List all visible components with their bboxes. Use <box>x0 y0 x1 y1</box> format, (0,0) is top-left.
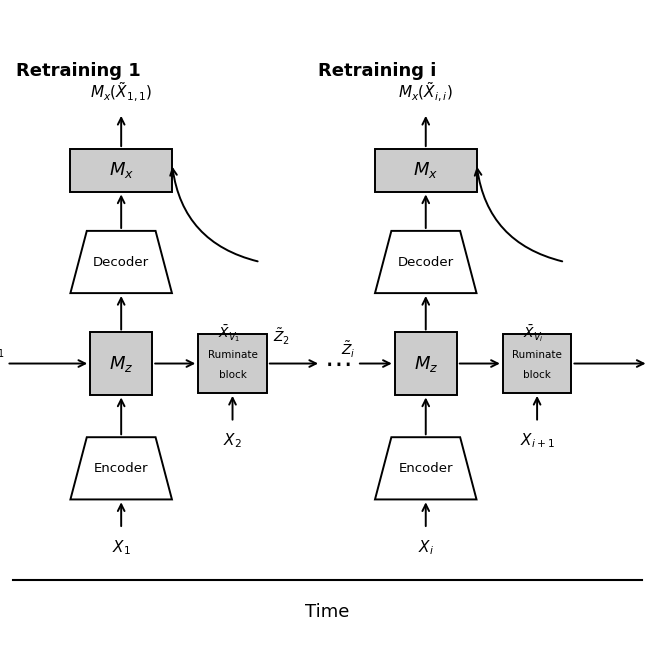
Text: $X_{i+1}$: $X_{i+1}$ <box>519 431 555 450</box>
Text: $M_x(\tilde{X}_{i,i})$: $M_x(\tilde{X}_{i,i})$ <box>398 81 453 104</box>
Bar <box>394 332 457 394</box>
Text: $\tilde{Z}_1$: $\tilde{Z}_1$ <box>0 340 5 360</box>
Polygon shape <box>70 231 172 293</box>
Polygon shape <box>375 438 477 499</box>
Text: Ruminate: Ruminate <box>512 350 562 360</box>
Text: $X_2$: $X_2$ <box>223 431 242 450</box>
Text: Decoder: Decoder <box>93 255 149 269</box>
Text: $M_x(\tilde{X}_{1,1})$: $M_x(\tilde{X}_{1,1})$ <box>90 81 153 104</box>
Text: $X_1$: $X_1$ <box>112 538 130 557</box>
Text: Encoder: Encoder <box>94 462 149 475</box>
Text: $X_i$: $X_i$ <box>418 538 434 557</box>
Text: $\cdots$: $\cdots$ <box>324 350 350 377</box>
Bar <box>503 334 571 393</box>
Bar <box>375 149 477 191</box>
Text: block: block <box>219 370 246 381</box>
Text: $\boldsymbol{M_z}$: $\boldsymbol{M_z}$ <box>109 354 134 373</box>
Text: $\boldsymbol{M_x}$: $\boldsymbol{M_x}$ <box>109 160 134 180</box>
Text: Time: Time <box>305 603 350 622</box>
Bar <box>90 332 153 394</box>
Text: Retraining 1: Retraining 1 <box>16 62 141 80</box>
Text: Retraining i: Retraining i <box>318 62 436 80</box>
Text: $\bar{X}_{V_1}$: $\bar{X}_{V_1}$ <box>218 323 240 344</box>
Text: Decoder: Decoder <box>398 255 454 269</box>
Text: $\bar{X}_{V_i}$: $\bar{X}_{V_i}$ <box>523 323 544 344</box>
Text: $\tilde{Z}_i$: $\tilde{Z}_i$ <box>341 340 356 360</box>
Bar <box>70 149 172 191</box>
Text: block: block <box>523 370 551 381</box>
Bar <box>198 334 267 393</box>
Text: $\boldsymbol{M_z}$: $\boldsymbol{M_z}$ <box>413 354 438 373</box>
Text: $\tilde{Z}_2$: $\tilde{Z}_2$ <box>274 327 291 347</box>
Text: Encoder: Encoder <box>398 462 453 475</box>
Polygon shape <box>375 231 477 293</box>
Text: Ruminate: Ruminate <box>208 350 257 360</box>
Text: $\boldsymbol{M_x}$: $\boldsymbol{M_x}$ <box>413 160 438 180</box>
Polygon shape <box>70 438 172 499</box>
